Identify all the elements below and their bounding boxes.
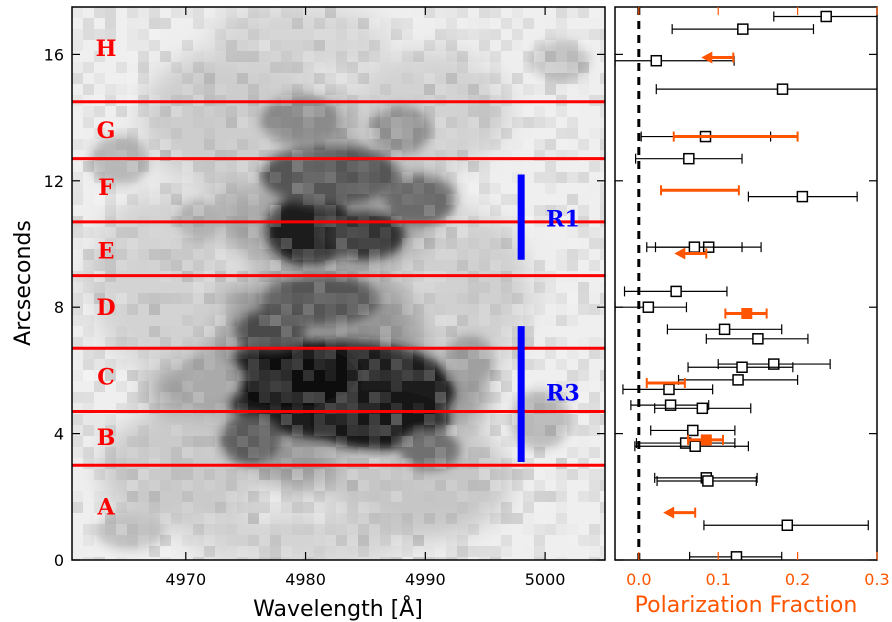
point-marker bbox=[688, 241, 701, 253]
region-label: D bbox=[96, 295, 115, 321]
highlight-marker bbox=[700, 434, 712, 446]
point-marker bbox=[736, 361, 748, 373]
x-tick-label: 0.2 bbox=[785, 570, 810, 589]
point-marker bbox=[670, 285, 682, 298]
y-tick-label: 8 bbox=[54, 298, 64, 317]
upper-limit-head bbox=[663, 506, 675, 519]
spectrum-frame bbox=[71, 6, 606, 561]
y-tick-label: 12 bbox=[44, 172, 64, 191]
x-tick-label: 4970 bbox=[165, 570, 206, 589]
polarization-x-ticks: 0.0 0.1 0.2 0.3 bbox=[615, 7, 890, 589]
highlight-marker bbox=[741, 308, 753, 320]
x-tick-label: 4980 bbox=[285, 570, 326, 589]
data-point bbox=[689, 551, 783, 560]
point-marker bbox=[820, 10, 832, 23]
data-point bbox=[635, 152, 743, 165]
region-label: C bbox=[97, 365, 115, 391]
data-point bbox=[630, 399, 710, 411]
point-marker bbox=[781, 519, 794, 531]
point-marker bbox=[737, 23, 749, 35]
point-marker bbox=[664, 399, 677, 411]
spectrum-x-axis-label: Wavelength [Å] bbox=[253, 595, 423, 622]
data-point bbox=[623, 285, 728, 298]
data-point bbox=[666, 323, 783, 336]
data-point bbox=[615, 301, 688, 313]
data-point bbox=[650, 424, 736, 437]
point-marker bbox=[768, 358, 780, 370]
polarization-background bbox=[615, 7, 877, 560]
point-marker bbox=[683, 152, 695, 165]
data-point bbox=[671, 23, 815, 35]
x-tick-label: 4990 bbox=[405, 570, 446, 589]
region-label: A bbox=[96, 494, 115, 520]
upper-limit-head bbox=[674, 247, 686, 260]
y-tick-label: 0 bbox=[54, 551, 64, 570]
spectrum-x-ticks: 4970 4980 4990 5000 bbox=[165, 7, 565, 589]
upper-limit-head bbox=[701, 51, 713, 64]
data-point bbox=[747, 190, 858, 203]
data-point bbox=[705, 333, 809, 345]
highlight-range bbox=[645, 378, 686, 389]
spectrum-panel: A B C D E F G H R1 R3 4970 4980 4990 5000 0 4 8 12 16 W… bbox=[11, 6, 606, 622]
upper-limit-arrow bbox=[701, 51, 735, 64]
aperture-label: R1 bbox=[546, 207, 580, 233]
spectrum-image bbox=[72, 7, 605, 560]
polarization-x-axis-label: Polarization Fraction bbox=[635, 593, 858, 618]
data-point bbox=[703, 519, 869, 531]
point-marker bbox=[642, 301, 655, 313]
region-labels: A B C D E F G H bbox=[96, 36, 117, 520]
point-marker bbox=[730, 551, 743, 560]
spectrum-y-axis-label: Arcseconds bbox=[11, 220, 36, 346]
point-marker bbox=[702, 475, 714, 487]
highlight-range bbox=[672, 131, 799, 142]
data-point bbox=[615, 54, 735, 67]
x-tick-label: 5000 bbox=[525, 570, 566, 589]
polarization-frame bbox=[614, 6, 878, 561]
upper-limit-arrow bbox=[663, 506, 697, 519]
point-marker bbox=[687, 424, 699, 437]
region-label: F bbox=[98, 175, 114, 201]
region-label: B bbox=[97, 425, 116, 451]
highlight-point bbox=[724, 308, 768, 320]
data-point bbox=[634, 440, 749, 452]
point-marker bbox=[689, 440, 701, 452]
data-point bbox=[655, 83, 877, 95]
point-marker bbox=[663, 383, 675, 396]
highlight-range bbox=[660, 185, 740, 196]
highlight-point bbox=[687, 434, 724, 446]
x-tick-label: 0.1 bbox=[705, 570, 730, 589]
point-marker bbox=[650, 54, 663, 67]
point-marker bbox=[732, 374, 744, 386]
y-tick-label: 16 bbox=[44, 45, 64, 64]
region-label: G bbox=[97, 118, 116, 144]
x-tick-label: 0.0 bbox=[626, 570, 651, 589]
x-tick-label: 0.3 bbox=[864, 570, 889, 589]
y-tick-label: 4 bbox=[54, 425, 64, 444]
point-marker bbox=[796, 190, 809, 203]
spectrum-y-ticks: 0 4 8 12 16 bbox=[44, 45, 605, 570]
pixel-noise bbox=[72, 7, 605, 560]
polarization-panel: 0.0 0.1 0.2 0.3 Polarization Fraction bbox=[614, 6, 890, 618]
data-point bbox=[687, 361, 794, 373]
region-lines bbox=[72, 100, 605, 467]
data-point bbox=[654, 402, 752, 415]
point-marker bbox=[696, 402, 709, 415]
region-label: H bbox=[96, 36, 117, 62]
data-point bbox=[773, 10, 877, 23]
aperture-label: R3 bbox=[546, 381, 580, 407]
apertures: R1 R3 bbox=[517, 174, 580, 463]
upper-limit-arrow bbox=[674, 247, 708, 260]
data-point bbox=[656, 475, 757, 487]
point-marker bbox=[752, 333, 764, 345]
point-marker bbox=[718, 323, 731, 336]
point-marker bbox=[776, 83, 789, 95]
polarization-highlights bbox=[645, 51, 799, 519]
region-label: E bbox=[98, 238, 115, 264]
